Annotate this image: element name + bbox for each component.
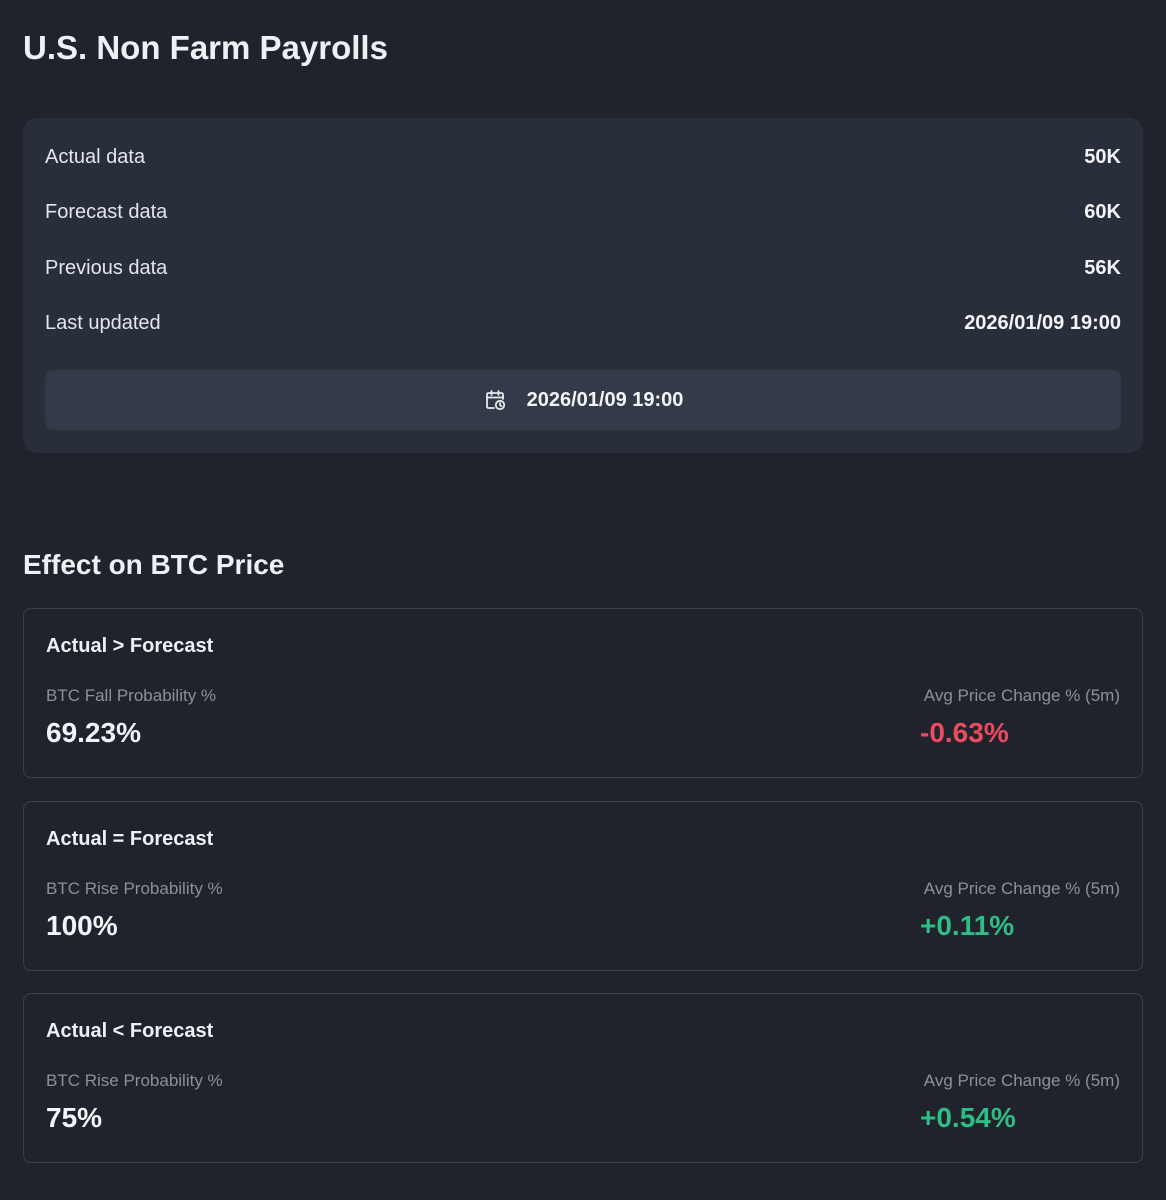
- price-change-label: Avg Price Change % (5m): [923, 879, 1120, 898]
- summary-label: Forecast data: [45, 200, 168, 223]
- summary-card: Actual data 50K Forecast data 60K Previo…: [23, 118, 1143, 453]
- summary-row-previous: Previous data 56K: [45, 253, 1121, 283]
- effect-card-actual-eq-forecast: Actual = Forecast BTC Rise Probability %…: [23, 801, 1143, 971]
- price-change-value: +0.54%: [920, 1102, 1016, 1133]
- price-change-label: Avg Price Change % (5m): [923, 686, 1120, 705]
- page-title: U.S. Non Farm Payrolls: [23, 29, 388, 66]
- summary-value: 60K: [1084, 200, 1121, 223]
- summary-row-forecast: Forecast data 60K: [45, 197, 1121, 227]
- summary-row-actual: Actual data 50K: [45, 142, 1121, 172]
- price-change-value: +0.11%: [920, 910, 1015, 941]
- effect-card-actual-lt-forecast: Actual < Forecast BTC Rise Probability %…: [23, 993, 1143, 1163]
- effect-card-actual-gt-forecast: Actual > Forecast BTC Fall Probability %…: [23, 608, 1143, 778]
- probability-label: BTC Rise Probability %: [46, 879, 223, 898]
- summary-value: 50K: [1084, 145, 1121, 168]
- probability-label: BTC Rise Probability %: [46, 1071, 223, 1090]
- date-button[interactable]: 2026/01/09 19:00: [45, 370, 1121, 430]
- effect-heading: Actual = Forecast: [46, 828, 214, 850]
- probability-value: 75%: [46, 1102, 103, 1133]
- probability-value: 100%: [46, 910, 118, 941]
- summary-label: Actual data: [45, 145, 146, 168]
- summary-label: Last updated: [45, 311, 161, 334]
- price-change-label: Avg Price Change % (5m): [923, 1071, 1120, 1090]
- summary-value: 2026/01/09 19:00: [964, 311, 1121, 334]
- calendar-clock-icon: [485, 390, 505, 411]
- effect-heading: Actual < Forecast: [46, 1020, 214, 1042]
- summary-value: 56K: [1084, 256, 1121, 279]
- probability-label: BTC Fall Probability %: [46, 686, 217, 705]
- date-button-label: 2026/01/09 19:00: [526, 388, 684, 411]
- section-title: Effect on BTC Price: [23, 549, 285, 580]
- summary-row-last-updated: Last updated 2026/01/09 19:00: [45, 308, 1121, 338]
- probability-value: 69.23%: [46, 717, 141, 748]
- price-change-value: -0.63%: [920, 717, 1009, 748]
- summary-label: Previous data: [45, 256, 168, 279]
- effect-heading: Actual > Forecast: [46, 635, 214, 657]
